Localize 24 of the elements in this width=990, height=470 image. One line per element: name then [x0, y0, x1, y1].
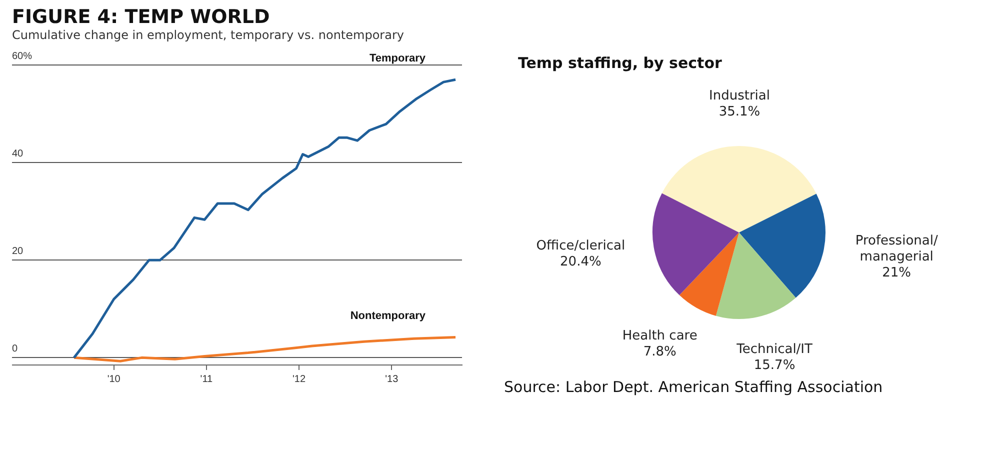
- source-note: Source: Labor Dept. American Staffing Association: [504, 378, 884, 396]
- text: Temporary: [369, 52, 426, 65]
- data-label: 21%: [882, 266, 912, 281]
- chart-title: FIGURE 4: TEMP WORLD: [12, 6, 271, 28]
- y-tick-label: 0: [12, 343, 18, 354]
- x-tick-label: '13: [385, 374, 399, 385]
- y-tick-label: 40: [12, 148, 24, 160]
- chart-subtitle: Cumulative change in employment, temporary vs. nontemporary: [12, 28, 405, 43]
- slice-label: Professional/managerial: [855, 234, 938, 265]
- slice-label: Health care: [622, 328, 698, 344]
- y-tick-label: 20: [12, 246, 24, 257]
- slice-label: Industrial: [709, 88, 770, 104]
- data-label: 35.1%: [718, 104, 760, 120]
- data-label: 15.7%: [754, 358, 796, 374]
- chart-title: Temp staffing, by sector: [518, 54, 723, 72]
- x-tick-label: '12: [292, 374, 306, 385]
- x-tick-label: '10: [107, 374, 121, 385]
- data-label: 7.8%: [643, 344, 676, 360]
- slice-label: Office/clerical: [536, 238, 626, 254]
- y-tick-label: 60%: [12, 50, 32, 62]
- slice-label: Technical/IT: [736, 342, 813, 358]
- data-label: 20.4%: [560, 254, 602, 270]
- series-label: Nontemporary: [350, 310, 426, 322]
- x-tick-label: '11: [200, 374, 214, 385]
